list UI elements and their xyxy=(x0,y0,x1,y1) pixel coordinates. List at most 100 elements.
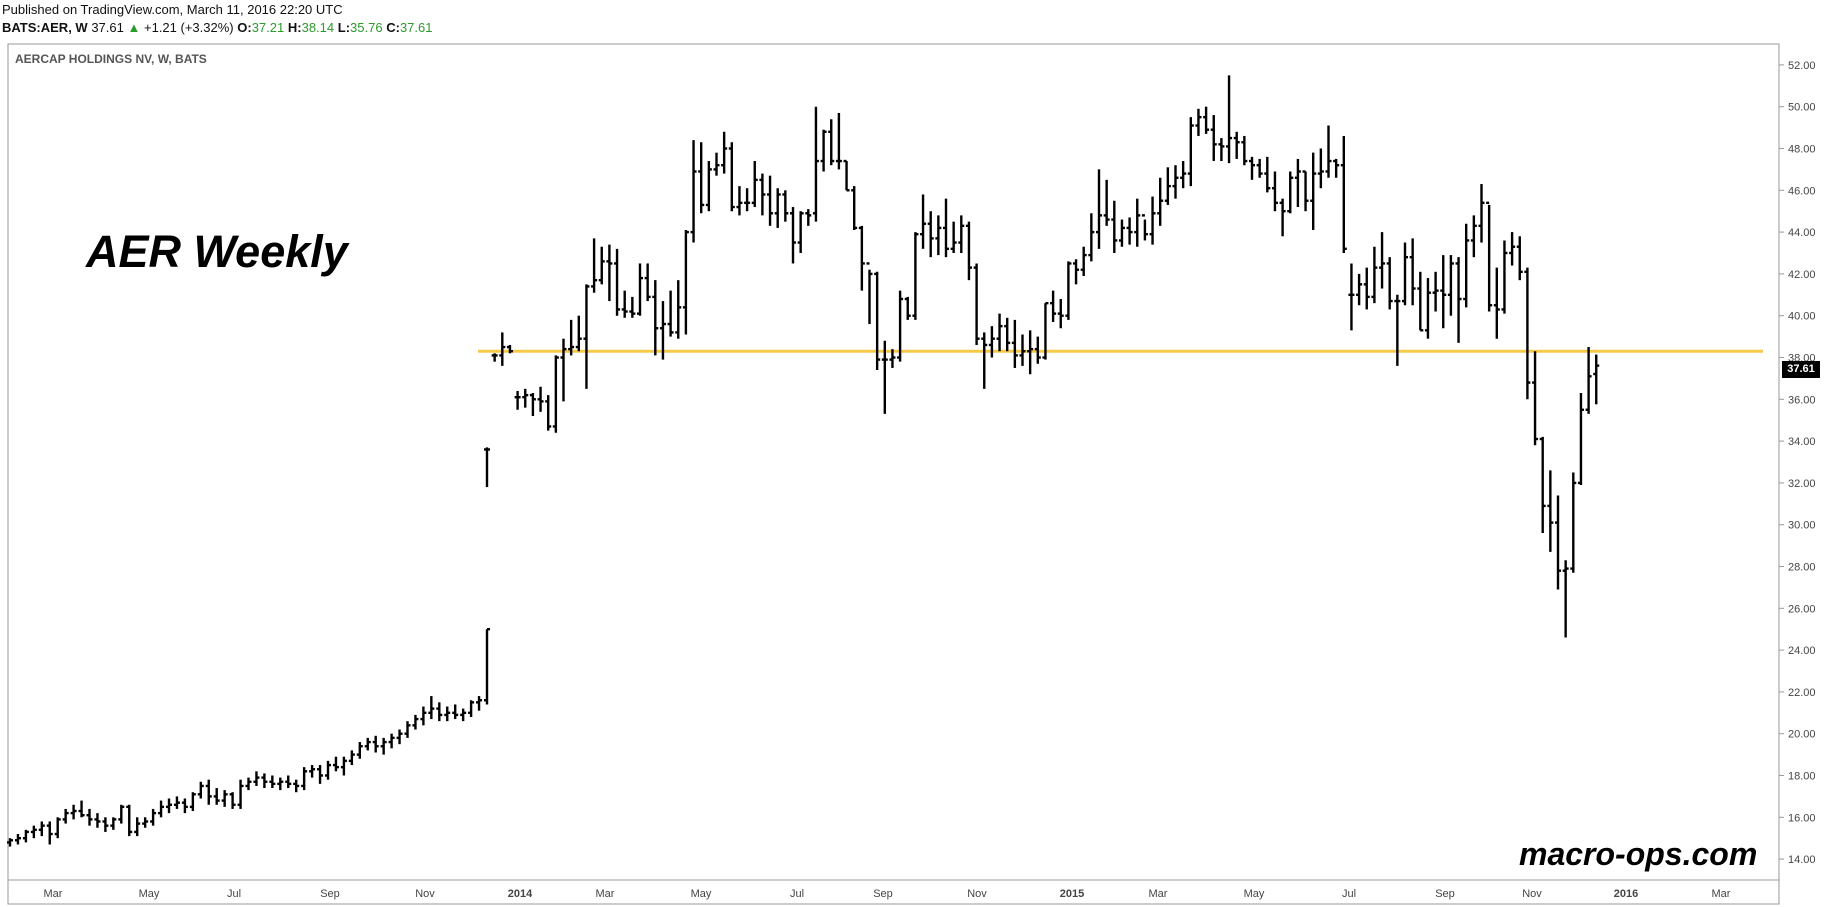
ohlc-bar xyxy=(1486,201,1493,312)
ohlc-bar xyxy=(637,263,643,316)
y-tick-label: 30.00 xyxy=(1788,520,1816,532)
ohlc-bar xyxy=(269,775,276,789)
y-tick-label: 28.00 xyxy=(1788,562,1816,574)
ohlc-bar xyxy=(851,186,858,231)
ohlc-bar xyxy=(1088,213,1095,262)
ohlc-bar xyxy=(652,280,659,356)
change-value: +1.21 (+3.32%) xyxy=(144,20,234,35)
ohlc-bar xyxy=(1340,135,1347,253)
ohlc-bar xyxy=(1096,169,1102,249)
ohlc-bar xyxy=(340,756,347,776)
open-label: O: xyxy=(237,20,252,35)
y-tick-label: 24.00 xyxy=(1788,645,1816,657)
y-tick-label: 36.00 xyxy=(1788,394,1816,406)
ohlc-bar xyxy=(14,834,21,845)
ohlc-bar xyxy=(396,729,403,745)
ohlc-bar xyxy=(468,700,475,717)
ohlc-bar xyxy=(514,390,521,410)
ohlc-bar xyxy=(1126,217,1133,245)
low-value: 35.76 xyxy=(350,20,383,35)
chart-annotation: AER Weekly xyxy=(86,226,348,277)
last-price: 37.61 xyxy=(91,20,124,35)
ohlc-bar xyxy=(545,395,552,431)
ohlc-bar xyxy=(1065,261,1072,320)
ohlc-bar xyxy=(30,825,37,839)
symbol-info-bar: BATS:AER, W 37.61 ▲ +1.21 (+3.32%) O:37.… xyxy=(2,20,432,35)
ohlc-bar xyxy=(484,628,490,705)
y-tick-label: 16.00 xyxy=(1788,812,1816,824)
ohlc-bar xyxy=(1424,278,1431,339)
ohlc-bar xyxy=(245,777,252,791)
ohlc-bar xyxy=(935,215,942,256)
ohlc-bar xyxy=(1493,267,1500,339)
ohlc-bar xyxy=(958,215,965,253)
ohlc-bar xyxy=(690,140,697,243)
high-label: H: xyxy=(287,20,302,35)
ohlc-bar xyxy=(1019,334,1026,366)
ohlc-bar xyxy=(261,773,268,789)
x-tick-label: 2014 xyxy=(508,888,533,900)
ohlc-bar xyxy=(552,355,559,433)
ohlc-bar xyxy=(1073,259,1080,285)
ohlc-bar xyxy=(126,804,133,837)
ohlc-bar xyxy=(950,221,957,253)
ohlc-bar xyxy=(881,340,888,414)
ohlc-bar xyxy=(522,388,529,408)
ohlc-bar xyxy=(767,175,774,226)
ohlc-bar xyxy=(1210,115,1217,162)
ohlc-bar xyxy=(1402,242,1408,306)
ohlc-bar xyxy=(675,280,682,339)
ohlc-bar xyxy=(866,262,873,325)
ohlc-bar xyxy=(1317,148,1324,189)
ohlc-bar xyxy=(221,790,228,807)
x-tick-label: Sep xyxy=(873,888,893,900)
ohlc-bar xyxy=(356,742,363,759)
ohlc-bar xyxy=(1187,117,1194,187)
high-value: 38.14 xyxy=(301,20,335,35)
ohlc-bar xyxy=(444,706,451,722)
ohlc-bar xyxy=(1118,219,1125,247)
ohlc-bar xyxy=(920,194,927,249)
ohlc-bar xyxy=(1363,267,1370,310)
ohlc-bar xyxy=(1547,470,1554,552)
x-tick-label: 2016 xyxy=(1614,888,1638,900)
ohlc-bar xyxy=(404,721,411,738)
ohlc-bar xyxy=(1417,271,1424,332)
ohlc-bar xyxy=(118,804,125,824)
ohlc-bar xyxy=(364,737,371,751)
ohlc-bar xyxy=(537,386,544,412)
y-tick-label: 48.00 xyxy=(1788,144,1816,156)
ohlc-bar xyxy=(805,209,812,226)
x-tick-label: Nov xyxy=(967,888,987,900)
ohlc-bar xyxy=(790,207,796,264)
up-arrow-icon: ▲ xyxy=(127,20,141,35)
ohlc-bar xyxy=(420,706,427,726)
ohlc-bar xyxy=(996,313,1003,352)
plot-frame xyxy=(7,43,1780,905)
ohlc-bar xyxy=(1027,330,1034,375)
ohlc-bar xyxy=(1103,179,1110,226)
ohlc-bar xyxy=(1004,317,1011,352)
ohlc-bar xyxy=(1279,198,1286,237)
x-tick-label: Mar xyxy=(44,888,63,900)
y-tick-label: 22.00 xyxy=(1788,687,1816,699)
ohlc-bar xyxy=(705,161,712,212)
ohlc-bar xyxy=(560,338,567,402)
symbol-label: BATS:AER, W xyxy=(2,20,88,35)
ohlc-bar xyxy=(78,800,85,818)
ohlc-bar xyxy=(1157,177,1164,226)
ohlc-bar xyxy=(332,756,339,772)
ohlc-bar xyxy=(858,225,865,291)
ohlc-bar xyxy=(782,190,789,222)
ohlc-bar xyxy=(38,821,45,837)
ohlc-bar xyxy=(1241,135,1248,166)
ohlc-bar xyxy=(1447,255,1454,316)
ohlc-bar xyxy=(874,271,881,371)
ohlc-bar xyxy=(484,447,490,488)
ohlc-bar xyxy=(1455,257,1462,343)
y-tick-label: 52.00 xyxy=(1788,60,1816,72)
ohlc-bar xyxy=(1195,108,1202,136)
y-tick-label: 40.00 xyxy=(1788,311,1816,323)
ohlc-bar xyxy=(1287,171,1294,214)
